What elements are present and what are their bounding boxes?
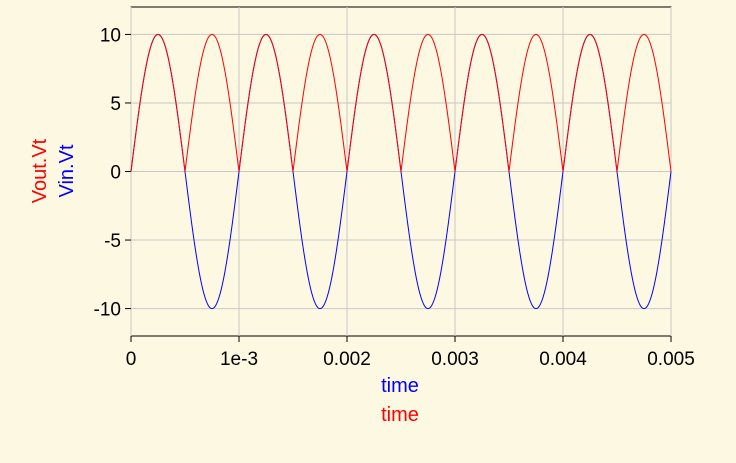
series-line-vout-vt (130, 33, 672, 172)
x-tick-label: 0.004 (539, 349, 587, 370)
y-tick-label: 0 (110, 163, 121, 184)
y-axis-label-2: Vin.Vt (56, 144, 78, 197)
x-tick-label: 1e-3 (220, 349, 258, 370)
y-axis-ticks: 10 5 0 -5 -10 (94, 25, 131, 321)
y-tick-label: 5 (110, 94, 121, 115)
x-axis-label-2: time (381, 404, 419, 426)
y-tick-label: -10 (94, 300, 121, 321)
y-tick-label: 10 (100, 25, 121, 46)
x-tick-label: 0.003 (431, 349, 479, 370)
x-tick-label: 0.005 (647, 349, 695, 370)
series-layer (130, 33, 672, 310)
y-axis-label-1: Vout.Vt (29, 138, 51, 203)
y-tick-label: -5 (104, 231, 121, 252)
x-tick-label: 0.002 (323, 349, 371, 370)
x-axis-label-1: time (381, 375, 419, 397)
x-axis-ticks: 0 1e-3 0.002 0.003 0.004 0.005 (126, 336, 695, 370)
x-tick-label: 0 (126, 349, 137, 370)
